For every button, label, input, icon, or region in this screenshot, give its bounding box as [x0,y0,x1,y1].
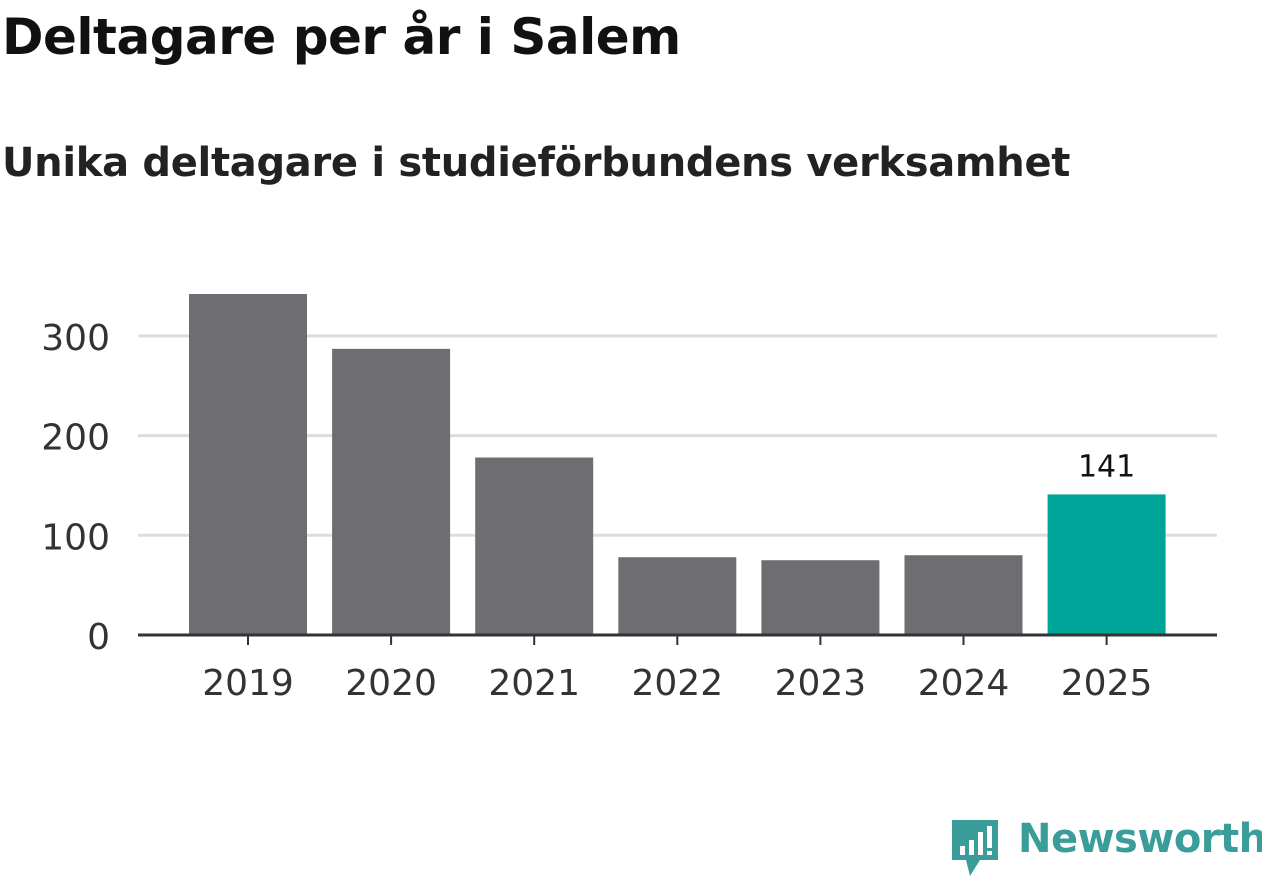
y-tick-label: 200 [41,418,110,459]
x-tick-label: 2024 [918,663,1010,704]
x-tick-label: 2023 [775,663,867,704]
bar [618,557,737,635]
y-tick-label: 0 [87,617,110,658]
x-tick-label: 2020 [345,663,437,704]
newsworthy-logo-icon [952,820,998,876]
bar [332,348,451,635]
bar [761,560,880,635]
chart-title: Deltagare per år i Salem [2,8,681,66]
bar-chart: 0 100 200 300 2019 2020 2021 2022 2023 2024 2025 14… [41,294,1217,704]
x-tick-label: 2021 [488,663,580,704]
x-tick-label: 2022 [631,663,723,704]
y-tick-label: 100 [41,517,110,558]
bar [904,555,1023,635]
x-tick-label: 2025 [1061,663,1153,704]
y-tick-label: 300 [41,318,110,359]
bar [1047,494,1166,635]
chart-subtitle: Unika deltagare i studieförbundens verks… [2,140,1071,186]
bar [475,457,594,635]
brand-name: Newsworthy [1018,816,1262,862]
bar [189,294,307,635]
data-label: 141 [1078,449,1135,484]
x-tick-label: 2019 [202,663,294,704]
